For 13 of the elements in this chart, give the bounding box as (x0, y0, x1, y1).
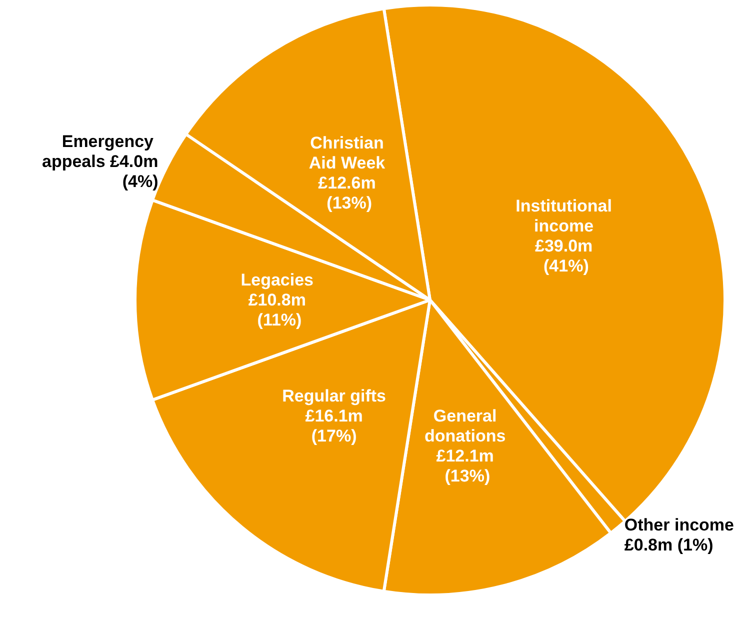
slice-label: Christian Aid Week (308, 133, 390, 172)
slice-label: Regular gifts (282, 386, 386, 406)
slice-label: General donations (424, 406, 510, 446)
data-label: £0.8m (1%) (624, 536, 714, 555)
data-label: £16.1m (17%) (300, 406, 368, 446)
data-label: £39.0m (41%) (534, 236, 598, 276)
data-label: £12.1m (13%) (436, 446, 499, 486)
slice-label: Institutional income (516, 196, 617, 236)
slice-label: Legacies (240, 270, 318, 290)
slice-label: Other income (624, 516, 739, 535)
slice-label: Emergency appeals £4.0m (4%) (42, 132, 158, 192)
data-label: £10.8m (11%) (248, 290, 311, 330)
data-label: £12.6m (13%) (318, 173, 381, 212)
